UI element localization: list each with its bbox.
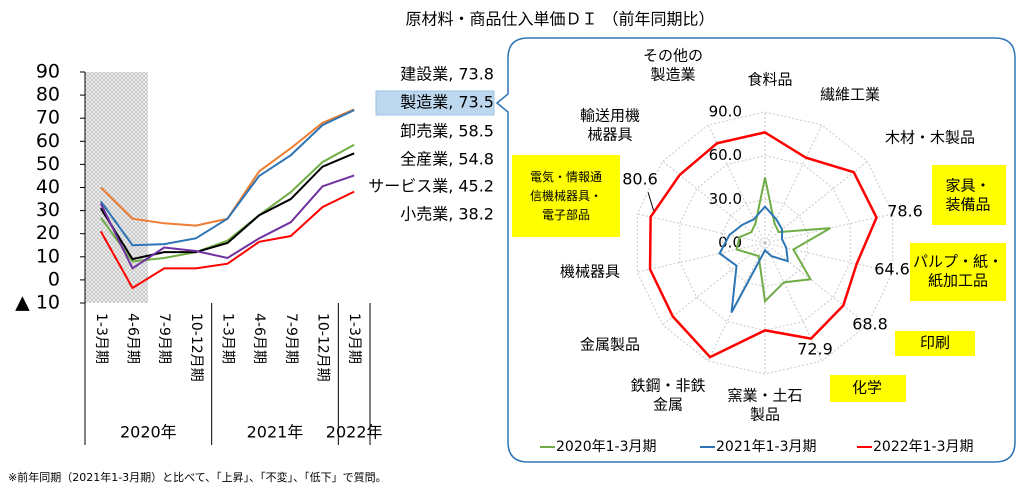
leader-line	[647, 191, 655, 213]
value-label: 80.6	[622, 170, 658, 189]
group-label: 2020年	[120, 423, 177, 442]
r-tick-label: 30.0	[709, 190, 742, 208]
category-label: 窯業・土石製品	[727, 386, 802, 423]
value-label: 68.8	[852, 315, 888, 334]
spoke	[764, 160, 868, 244]
y-tick-label: 10	[36, 245, 60, 267]
group-label: 2021年	[247, 423, 304, 442]
series-line	[99, 190, 355, 290]
y-tick-label: 0	[48, 268, 60, 290]
value-label: 製造業, 73.5	[400, 93, 494, 112]
spoke	[764, 242, 868, 326]
y-tick-label: 70	[36, 107, 60, 129]
period-shade	[85, 72, 148, 303]
y-tick-label: 40	[36, 176, 60, 198]
x-tick-label: 4-6月期	[251, 313, 267, 364]
value-label: 卸売業, 58.5	[400, 122, 494, 141]
radar-panel	[495, 37, 1016, 463]
series-line	[99, 152, 355, 261]
grid-ring	[636, 111, 894, 375]
x-tick-label: 10-12月期	[315, 313, 331, 382]
value-label: 建設業, 73.8	[400, 65, 494, 84]
x-tick-label: 4-6月期	[125, 313, 141, 364]
spoke	[662, 242, 766, 326]
category-label: 機械器具	[560, 263, 620, 281]
y-tick-label: ▲ 10	[15, 292, 60, 314]
legend-label: 2022年1-3月期	[873, 439, 974, 455]
category-label: 輸送用機械器具	[580, 106, 640, 143]
value-label: 小売業, 38.2	[400, 205, 494, 224]
value-label: 72.9	[797, 340, 833, 359]
radar-line	[648, 131, 878, 359]
category-label: 家具・装備品	[945, 176, 990, 213]
spoke	[764, 124, 823, 244]
series-line	[100, 109, 355, 247]
y-tick-label: 30	[36, 199, 60, 221]
x-tick-label: 7-9月期	[156, 313, 172, 364]
footnote: ※前年同期（2021年1-3月期）と比べて、「上昇」、「不変」、「低下」で質問。	[8, 470, 387, 484]
title: 原材料・商品仕入単価ＤＩ （前年同期比）	[405, 10, 714, 29]
r-tick-label: 60.0	[709, 146, 742, 164]
value-label: 全産業, 54.8	[400, 150, 494, 169]
category-label: その他の製造業	[643, 46, 703, 83]
r-tick-label: 90.0	[709, 103, 742, 121]
legend-label: 2020年1-3月期	[556, 439, 657, 455]
category-label: 木材・木製品	[885, 129, 975, 147]
y-tick-label: 80	[36, 84, 60, 106]
label-highlight	[830, 375, 906, 402]
group-label: 2022年	[326, 423, 383, 442]
spoke	[637, 213, 766, 244]
x-tick-label: 1-3月期	[220, 313, 236, 364]
spoke	[764, 242, 823, 362]
category-label: 電気・情報通信機械器具・電子部品	[530, 169, 602, 222]
category-label: 化学	[852, 379, 882, 397]
y-tick-label: 90	[36, 61, 60, 83]
y-tick-label: 60	[36, 130, 60, 152]
series-line	[99, 174, 355, 270]
label-highlight	[512, 155, 620, 237]
category-label: 鉄鋼・非鉄金属	[630, 376, 705, 413]
category-label: 食料品	[747, 71, 792, 89]
category-label: パルプ・紙・紙加工品	[913, 252, 1003, 289]
x-tick-label: 1-3月期	[346, 313, 362, 364]
category-label: 繊維工業	[820, 86, 880, 104]
legend-label: 2021年1-3月期	[716, 439, 817, 455]
label-highlight	[375, 90, 495, 116]
value-label: サービス業, 45.2	[368, 177, 494, 196]
x-tick-label: 10-12月期	[188, 313, 204, 382]
label-highlight	[932, 165, 1006, 225]
y-tick-label: 50	[36, 153, 60, 175]
spoke	[637, 242, 766, 273]
category-label: 印刷	[920, 334, 950, 352]
value-label: 64.6	[874, 260, 910, 279]
x-tick-label: 1-3月期	[93, 313, 109, 364]
value-label: 78.6	[887, 202, 923, 221]
label-highlight	[910, 243, 1006, 301]
grid-ring	[721, 198, 809, 288]
radar-line	[718, 205, 789, 313]
y-tick-label: 20	[36, 222, 60, 244]
radar-line	[735, 177, 831, 304]
label-highlight	[895, 331, 975, 356]
category-label: 金属製品	[580, 336, 640, 354]
x-tick-label: 7-9月期	[283, 313, 299, 364]
